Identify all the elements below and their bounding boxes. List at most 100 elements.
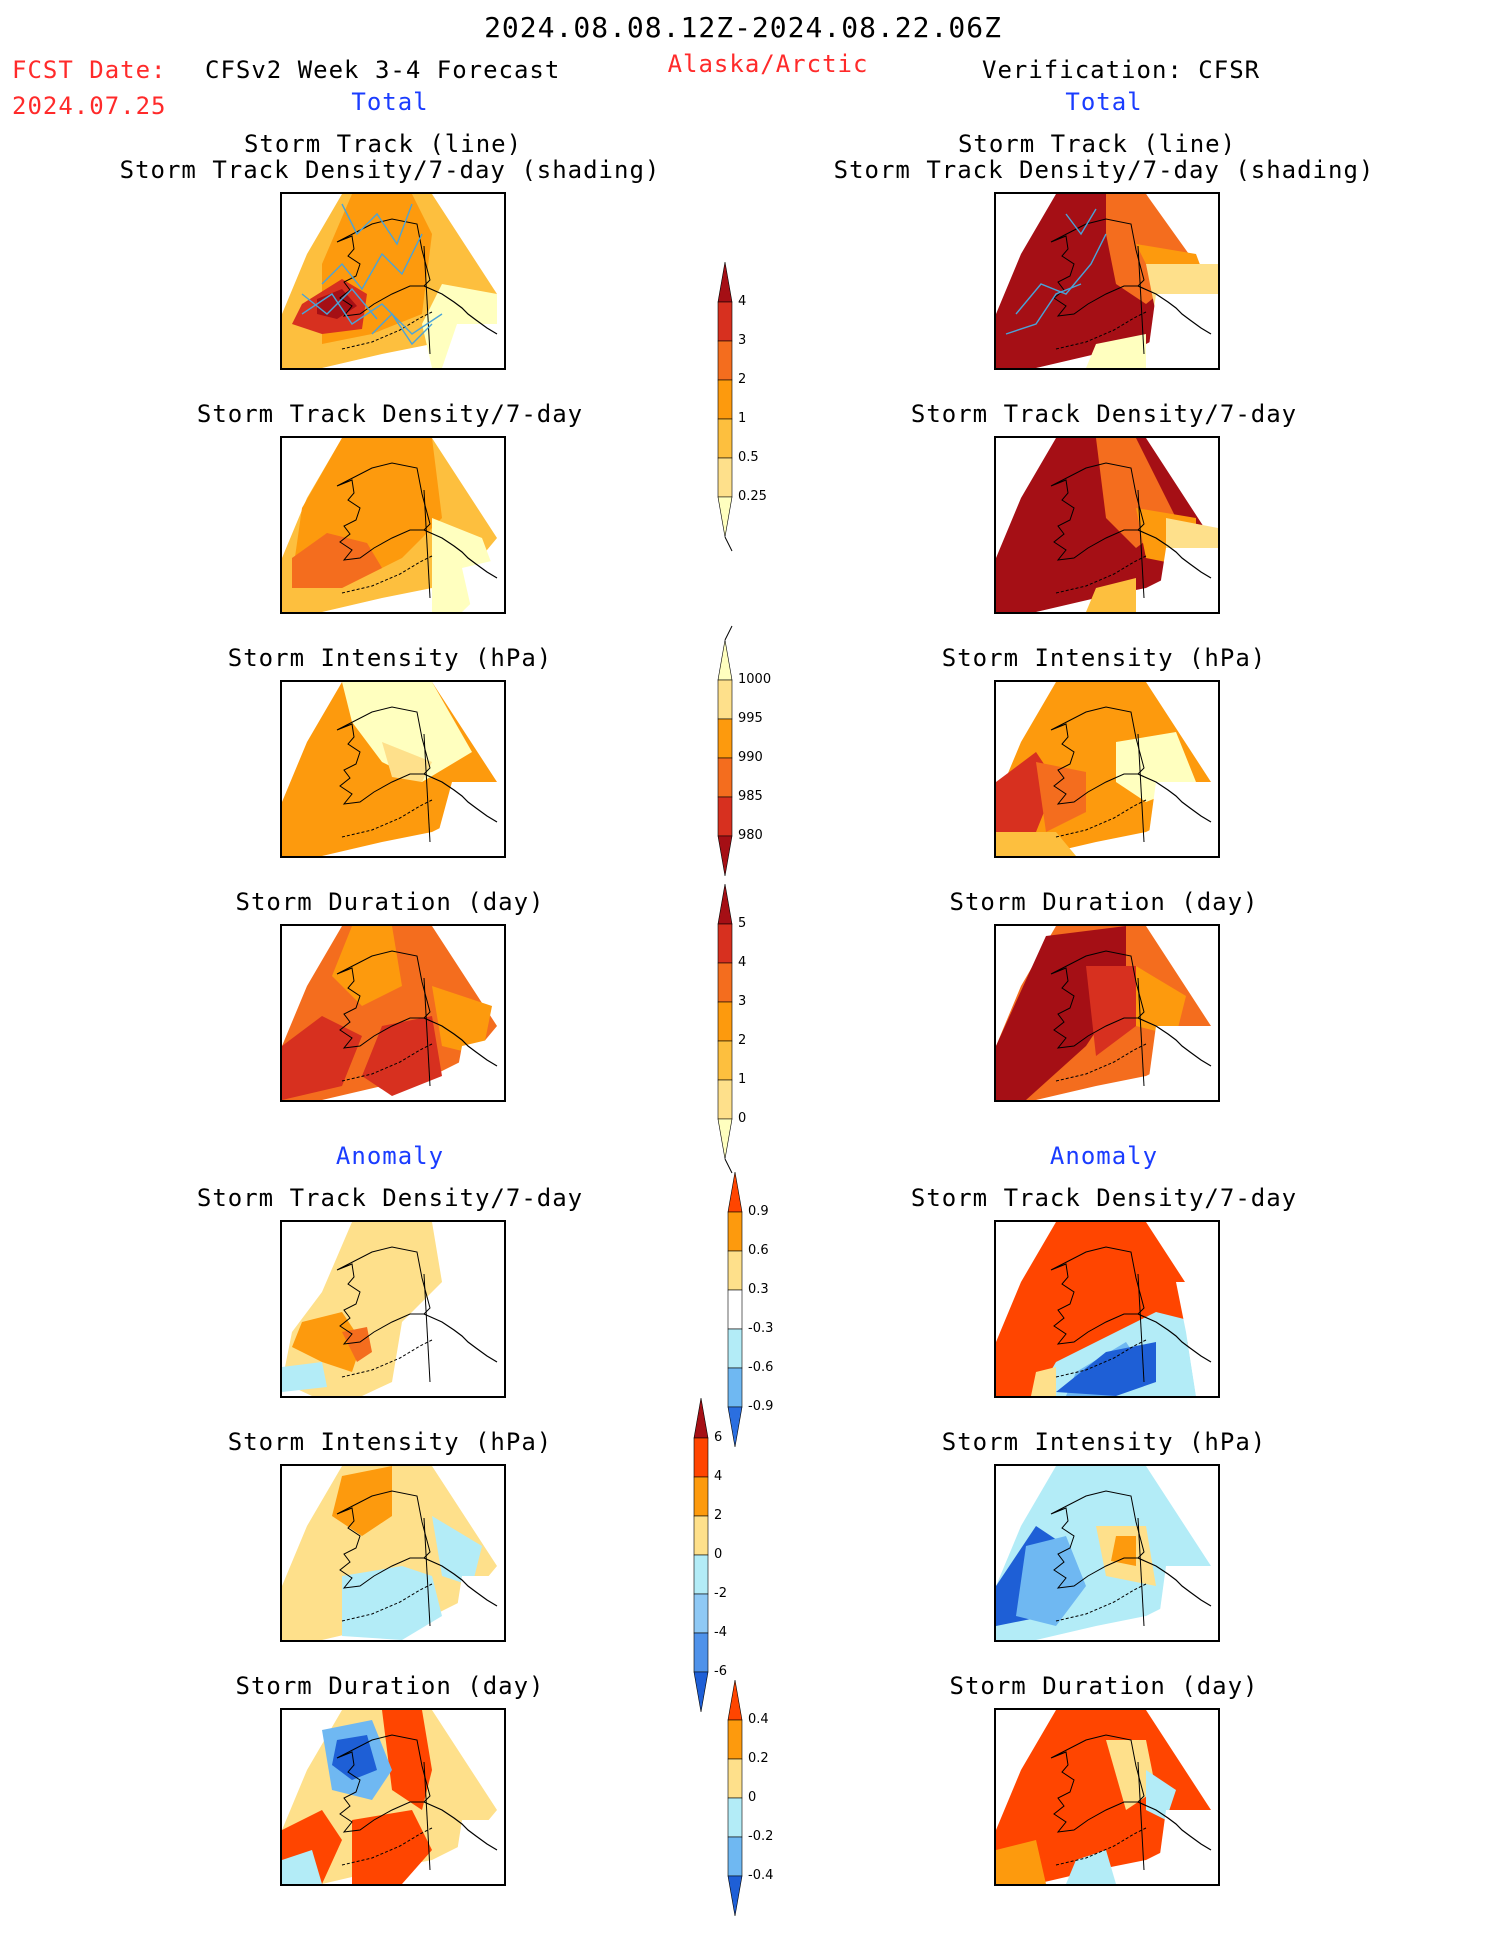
right-panel-3-title: Storm Intensity (hPa) xyxy=(941,644,1267,672)
map-shading-region xyxy=(452,1820,504,1884)
panhandle-coast xyxy=(1137,529,1212,579)
right-panel-7-title: Storm Duration (day) xyxy=(949,1672,1259,1700)
map-shading-region xyxy=(1176,1282,1218,1396)
colorbar-label: -4 xyxy=(714,1625,727,1640)
panhandle-coast xyxy=(1137,1801,1212,1851)
storm-track-line xyxy=(321,233,423,291)
colorbar-label: -2 xyxy=(714,1586,727,1601)
colorbar-segment xyxy=(727,1719,743,1760)
colorbar-label: 4 xyxy=(738,294,747,309)
left-map-density-anomaly xyxy=(280,1220,506,1398)
colorbar-segment xyxy=(727,1171,743,1213)
colorbar-segment xyxy=(727,1289,743,1330)
aleutian-chain xyxy=(1055,799,1147,838)
storm-track-line xyxy=(1015,233,1107,315)
colorbar-segment xyxy=(727,1679,743,1721)
colorbar-tail xyxy=(724,536,733,552)
colorbar-segment xyxy=(727,1875,743,1917)
colorbar-segment xyxy=(693,1554,709,1595)
colorbar-label: 0.25 xyxy=(738,489,767,504)
colorbar-label: 0.4 xyxy=(748,1712,769,1727)
left-panel-1-title-1: Storm Track (line) xyxy=(243,130,523,158)
alaska-coastline xyxy=(336,950,431,1049)
canada-border xyxy=(1137,489,1145,599)
canada-border xyxy=(1137,245,1145,355)
panhandle-coast xyxy=(1137,1313,1212,1363)
region-title: Alaska/Arctic xyxy=(667,50,869,78)
colorbar-segment xyxy=(693,1437,709,1478)
alaska-coastline xyxy=(1050,462,1145,561)
canada-border xyxy=(423,489,431,599)
panhandle-coast xyxy=(423,529,498,579)
canada-border xyxy=(1137,733,1145,843)
map-shading-region xyxy=(452,1576,504,1640)
colorbar-duration: 5 4 3 2 1 0 xyxy=(717,883,838,1179)
left-map-intensity-anomaly xyxy=(280,1464,506,1642)
map-shading-region xyxy=(452,1036,504,1100)
canada-border xyxy=(1137,1517,1145,1627)
canada-border xyxy=(423,1517,431,1627)
right-map-intensity xyxy=(994,680,1220,858)
colorbar-segment xyxy=(717,883,733,925)
colorbar-segment xyxy=(727,1211,743,1252)
map-shading-region xyxy=(1056,1342,1156,1396)
colorbar-duration-anomaly: 0.4 0.2 0 -0.2 -0.4 xyxy=(727,1679,848,1936)
colorbar-intensity-anomaly: 6 4 2 0 -2 -4 -6 xyxy=(693,1397,814,1732)
colorbar-density-anomaly: 0.9 0.6 0.3 -0.3 -0.6 -0.9 xyxy=(727,1171,848,1467)
alaska-coastline xyxy=(1050,706,1145,805)
map-shading-region xyxy=(462,558,504,612)
map-shading-region xyxy=(1066,1850,1116,1884)
map-shading-region xyxy=(1146,782,1218,856)
canada-border xyxy=(1137,1273,1145,1383)
colorbar-label: 980 xyxy=(738,828,763,843)
map-shading-region xyxy=(432,1516,482,1586)
storm-track-line xyxy=(341,203,413,246)
right-panel-6-title: Storm Intensity (hPa) xyxy=(941,1428,1267,1456)
colorbar-segment xyxy=(717,718,733,759)
fcst-date-label: FCST Date: xyxy=(12,56,167,84)
colorbar-tail xyxy=(724,1158,733,1174)
map-shading-region xyxy=(1156,1566,1218,1640)
colorbar-label: 6 xyxy=(714,1430,723,1445)
aleutian-chain xyxy=(1055,1339,1147,1378)
map-shading-region xyxy=(1086,334,1146,368)
right-map-density xyxy=(994,436,1220,614)
aleutian-chain xyxy=(1055,555,1147,594)
map-shading-region xyxy=(996,1710,1211,1884)
storm-track-line xyxy=(301,293,443,335)
map-shading-region xyxy=(1136,966,1186,1036)
map-shading-region xyxy=(1036,762,1086,832)
colorbar-segment xyxy=(693,1476,709,1517)
colorbar-segment xyxy=(717,457,733,498)
colorbar-segment xyxy=(717,1040,733,1081)
right-map-storm-track xyxy=(994,192,1220,370)
aleutian-chain xyxy=(341,1583,433,1622)
map-shading-region xyxy=(282,1362,327,1392)
colorbar-segment xyxy=(693,1593,709,1634)
alaska-coastline xyxy=(336,706,431,805)
colorbar-segment xyxy=(693,1671,709,1713)
colorbar-label: 0.9 xyxy=(748,1204,769,1219)
colorbar-label: -0.9 xyxy=(748,1399,774,1414)
panhandle-coast xyxy=(423,773,498,823)
colorbar-segment xyxy=(717,1118,733,1160)
alaska-coastline xyxy=(1050,218,1145,317)
map-shading-region xyxy=(1146,1770,1176,1820)
colorbar-label: 3 xyxy=(738,994,747,1009)
map-shading-region xyxy=(432,986,492,1056)
verification-title: Verification: CFSR xyxy=(982,56,1261,84)
colorbar-label: 4 xyxy=(714,1469,723,1484)
aleutian-chain xyxy=(341,799,433,838)
right-map-duration xyxy=(994,924,1220,1102)
map-shading-region xyxy=(282,1016,362,1100)
panhandle-coast xyxy=(1137,1017,1212,1067)
forecast-title: CFSv2 Week 3-4 Forecast xyxy=(205,56,561,84)
colorbar-label: 0.6 xyxy=(748,1243,769,1258)
colorbar-label: 0.5 xyxy=(738,450,759,465)
colorbar-label: 4 xyxy=(738,955,747,970)
panhandle-coast xyxy=(423,1557,498,1607)
colorbar-segment xyxy=(717,301,733,342)
left-map-density xyxy=(280,436,506,614)
colorbar-label: 1000 xyxy=(738,672,772,687)
right-map-duration-anomaly xyxy=(994,1708,1220,1886)
